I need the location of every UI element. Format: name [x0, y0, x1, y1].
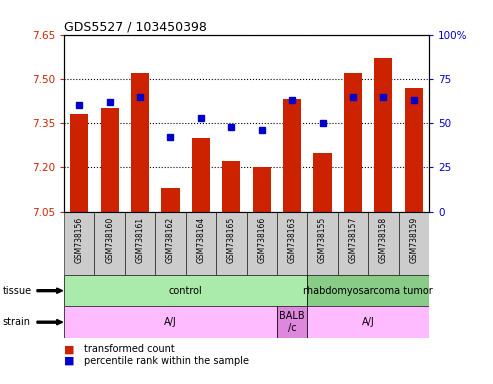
Text: GSM738155: GSM738155: [318, 217, 327, 263]
Text: GSM738164: GSM738164: [196, 217, 206, 263]
Text: GSM738156: GSM738156: [75, 217, 84, 263]
Bar: [277, 306, 307, 338]
Bar: [186, 212, 216, 275]
Bar: [405, 88, 423, 212]
Bar: [283, 99, 301, 212]
Text: GSM738161: GSM738161: [136, 217, 144, 263]
Bar: [64, 306, 277, 338]
Bar: [222, 161, 241, 212]
Bar: [246, 212, 277, 275]
Text: tissue: tissue: [2, 286, 32, 296]
Text: GSM738157: GSM738157: [349, 217, 357, 263]
Bar: [368, 212, 398, 275]
Text: BALB
/c: BALB /c: [280, 311, 305, 333]
Bar: [131, 73, 149, 212]
Text: GSM738166: GSM738166: [257, 217, 266, 263]
Bar: [374, 58, 392, 212]
Bar: [95, 212, 125, 275]
Bar: [192, 138, 210, 212]
Text: GSM738163: GSM738163: [287, 217, 297, 263]
Text: GSM738165: GSM738165: [227, 217, 236, 263]
Text: ■: ■: [64, 356, 74, 366]
Bar: [252, 167, 271, 212]
Text: GSM738160: GSM738160: [105, 217, 114, 263]
Text: GDS5527 / 103450398: GDS5527 / 103450398: [64, 20, 207, 33]
Text: A/J: A/J: [362, 317, 375, 327]
Text: ■: ■: [64, 344, 74, 354]
Text: rhabdomyosarcoma tumor: rhabdomyosarcoma tumor: [303, 286, 433, 296]
Bar: [64, 275, 307, 306]
Bar: [307, 212, 338, 275]
Text: GSM738158: GSM738158: [379, 217, 388, 263]
Text: GSM738162: GSM738162: [166, 217, 175, 263]
Bar: [307, 306, 429, 338]
Bar: [125, 212, 155, 275]
Bar: [161, 188, 179, 212]
Bar: [314, 152, 332, 212]
Bar: [344, 73, 362, 212]
Bar: [155, 212, 186, 275]
Text: control: control: [169, 286, 203, 296]
Bar: [277, 212, 307, 275]
Bar: [64, 212, 95, 275]
Bar: [216, 212, 246, 275]
Text: A/J: A/J: [164, 317, 177, 327]
Text: transformed count: transformed count: [84, 344, 175, 354]
Bar: [70, 114, 88, 212]
Text: percentile rank within the sample: percentile rank within the sample: [84, 356, 249, 366]
Bar: [307, 275, 429, 306]
Bar: [398, 212, 429, 275]
Bar: [338, 212, 368, 275]
Text: GSM738159: GSM738159: [409, 217, 418, 263]
Text: strain: strain: [2, 317, 31, 327]
Bar: [101, 108, 119, 212]
